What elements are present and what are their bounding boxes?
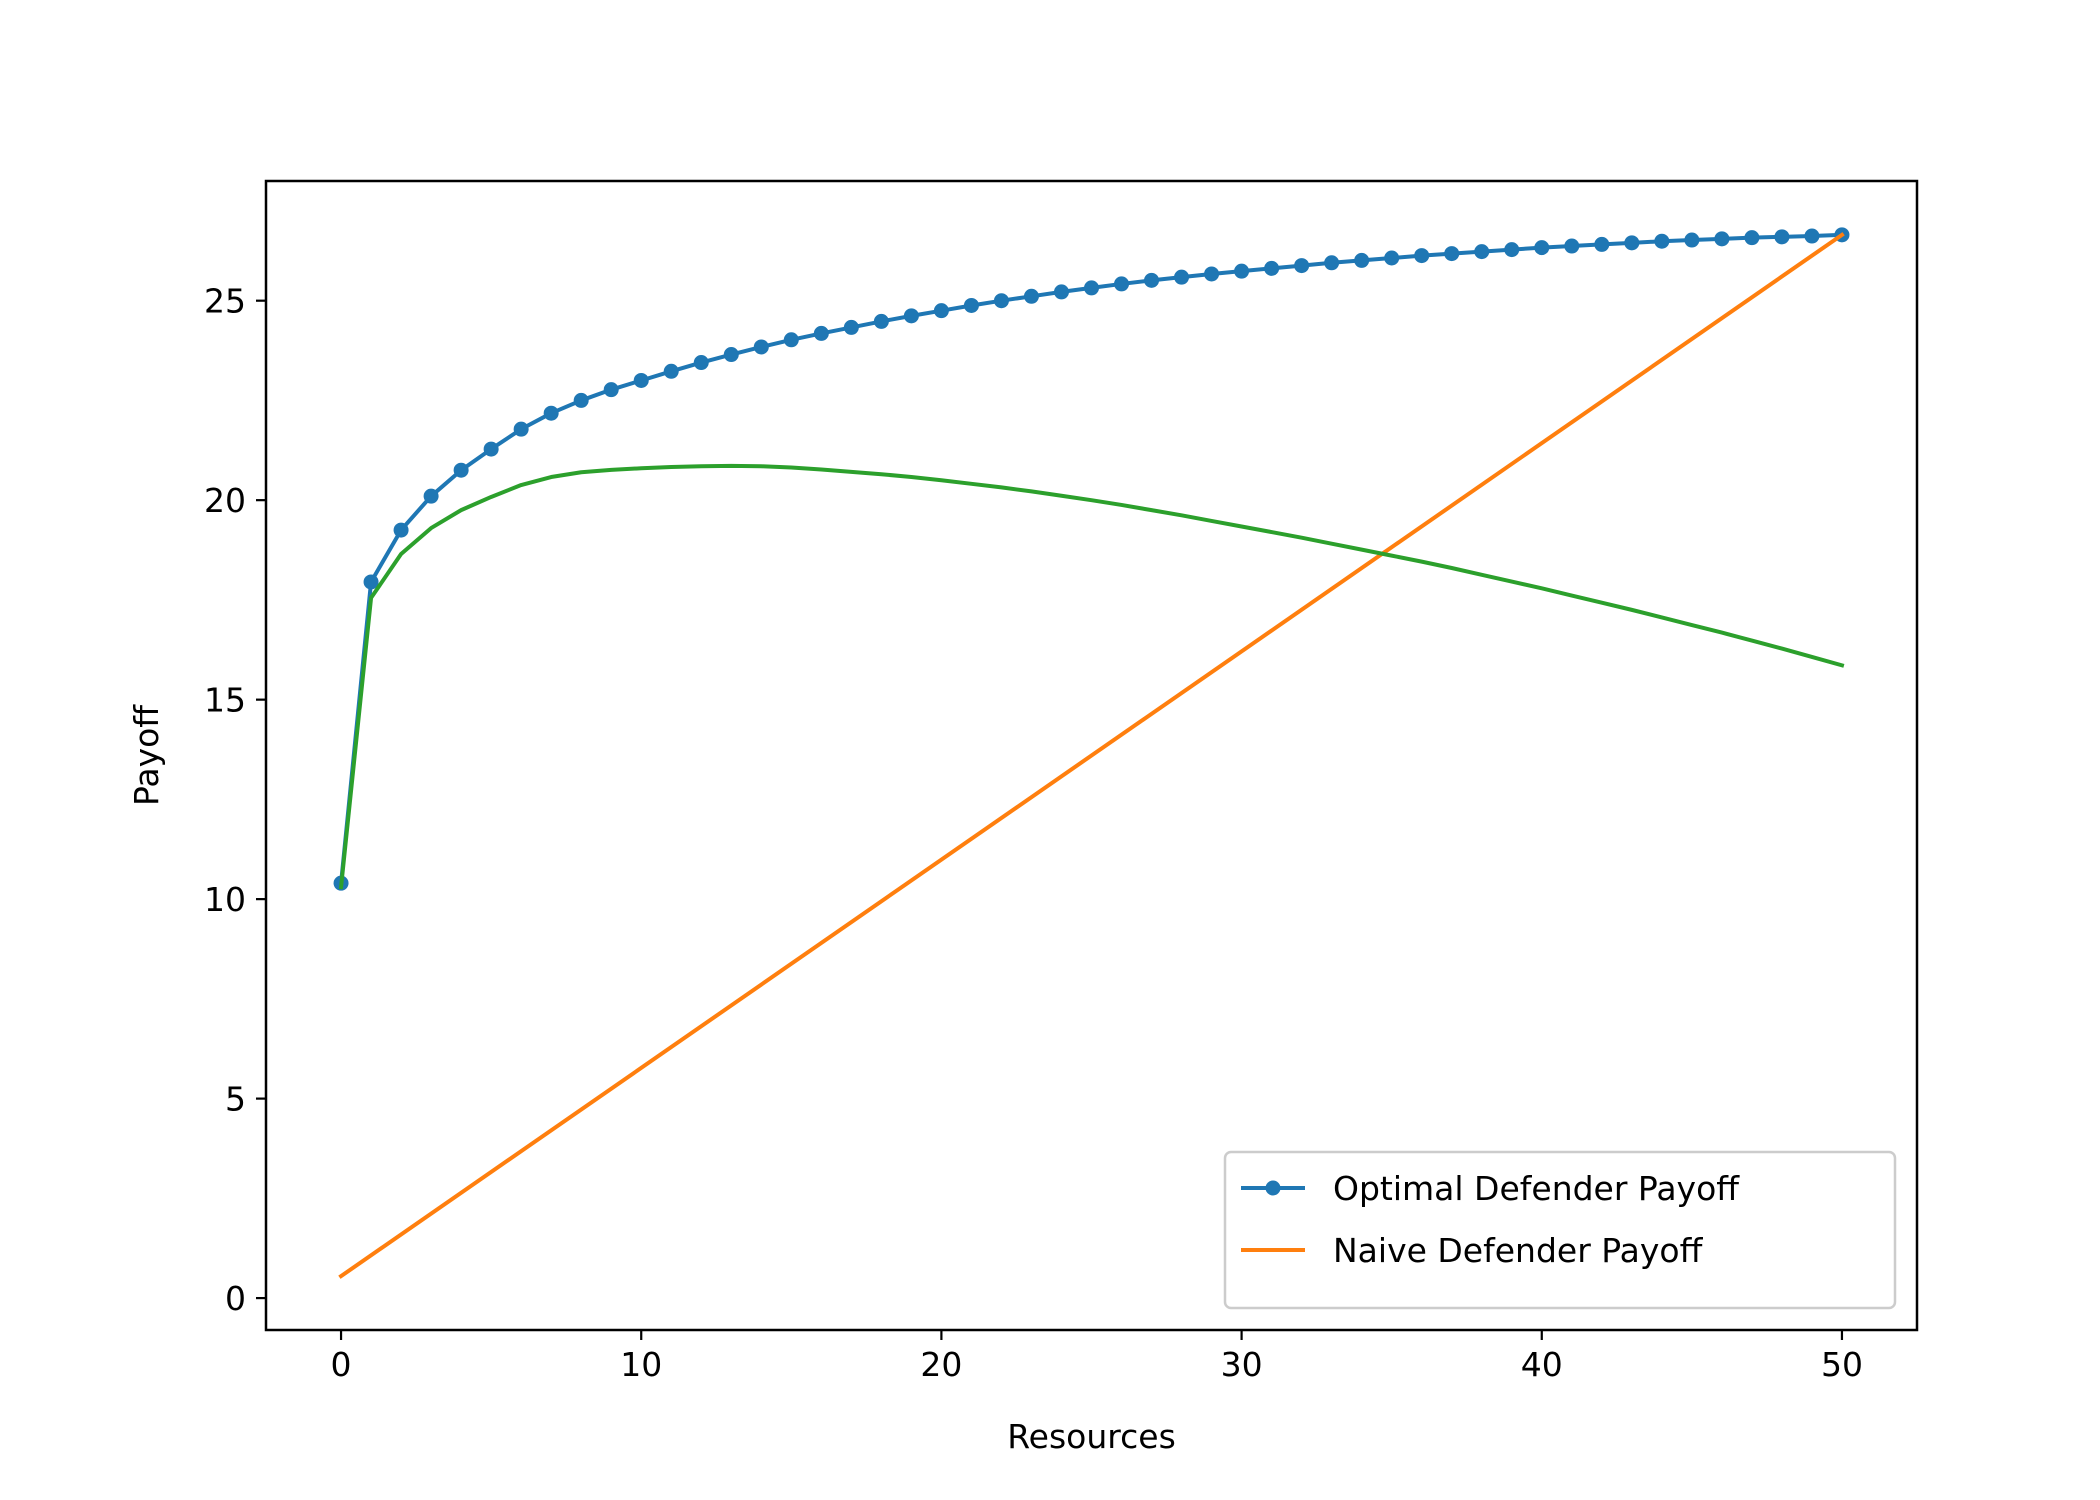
data-point [603, 382, 619, 398]
data-point [903, 308, 919, 324]
y-tick-label: 20 [204, 481, 246, 520]
data-point [933, 303, 949, 319]
data-point [1444, 246, 1460, 262]
x-tick-label: 10 [620, 1345, 662, 1384]
data-point [963, 297, 979, 313]
data-point [1564, 238, 1580, 254]
data-point [543, 405, 559, 421]
data-point [1264, 260, 1280, 276]
data-point [1084, 280, 1099, 296]
data-point [843, 319, 859, 335]
legend-entry: Naive Defender Payoff [1241, 1231, 1704, 1270]
data-point [1504, 242, 1520, 258]
data-point [1594, 236, 1610, 252]
data-point [1804, 228, 1820, 244]
data-point [1654, 233, 1670, 249]
data-point [423, 488, 439, 504]
x-tick-label: 20 [920, 1345, 962, 1384]
legend-label: Naive Defender Payoff [1333, 1231, 1704, 1270]
y-axis: 0 5 10 15 20 25 [204, 282, 266, 1318]
data-point [573, 392, 589, 408]
y-tick-label: 10 [204, 880, 246, 919]
data-point [663, 363, 679, 379]
x-tick-label: 50 [1821, 1345, 1863, 1384]
series-layer [333, 227, 1850, 1279]
data-point [1684, 232, 1700, 248]
data-point [1414, 248, 1430, 264]
plot-frame [264, 179, 1919, 1332]
data-point [1624, 235, 1640, 251]
y-tick-label: 0 [225, 1279, 246, 1318]
series-line-1 [338, 232, 1845, 1279]
x-tick-label: 40 [1521, 1345, 1563, 1384]
legend-box [1223, 1150, 1897, 1310]
data-point [1023, 288, 1039, 304]
data-point [873, 313, 889, 329]
series-2 [338, 463, 1845, 890]
data-point [1174, 269, 1190, 285]
data-point [513, 421, 529, 437]
data-point [1714, 231, 1730, 247]
data-point [633, 372, 649, 388]
y-tick-label: 15 [204, 681, 246, 720]
data-point [723, 347, 739, 363]
legend-marker [1265, 1180, 1281, 1196]
data-point [783, 332, 799, 348]
y-tick-label: 5 [225, 1080, 246, 1119]
data-point [1053, 284, 1069, 300]
x-tick-label: 30 [1221, 1345, 1263, 1384]
data-point [1144, 272, 1160, 288]
data-point [1774, 229, 1790, 245]
data-point [1384, 250, 1400, 266]
legend-entry: Optimal Defender Payoff [1241, 1169, 1740, 1208]
series-1 [338, 232, 1845, 1279]
data-point [453, 462, 469, 478]
data-point [363, 574, 379, 590]
data-point [813, 325, 829, 341]
data-point [483, 441, 499, 457]
data-point [1354, 252, 1370, 268]
data-point [1234, 263, 1250, 279]
data-point [1294, 258, 1310, 274]
x-axis: 0 10 20 30 40 50 [331, 1330, 1863, 1384]
data-point [1114, 276, 1130, 292]
data-point [1324, 255, 1340, 271]
legend: Optimal Defender Payoff Naive Defender Pa… [1223, 1150, 1897, 1310]
data-point [693, 355, 709, 371]
y-axis-label: Payoff [127, 704, 166, 806]
data-point [393, 522, 409, 538]
data-point [1744, 230, 1760, 246]
data-point [993, 293, 1009, 309]
x-axis-label: Resources [1007, 1417, 1176, 1456]
data-point [753, 339, 769, 355]
legend-label: Optimal Defender Payoff [1333, 1169, 1740, 1208]
y-tick-label: 25 [204, 282, 246, 321]
series-0 [333, 227, 1850, 891]
x-tick-label: 0 [331, 1345, 352, 1384]
data-point [1474, 244, 1490, 260]
data-point [1204, 266, 1220, 282]
series-line-2 [338, 463, 1845, 890]
data-point [1534, 240, 1550, 256]
